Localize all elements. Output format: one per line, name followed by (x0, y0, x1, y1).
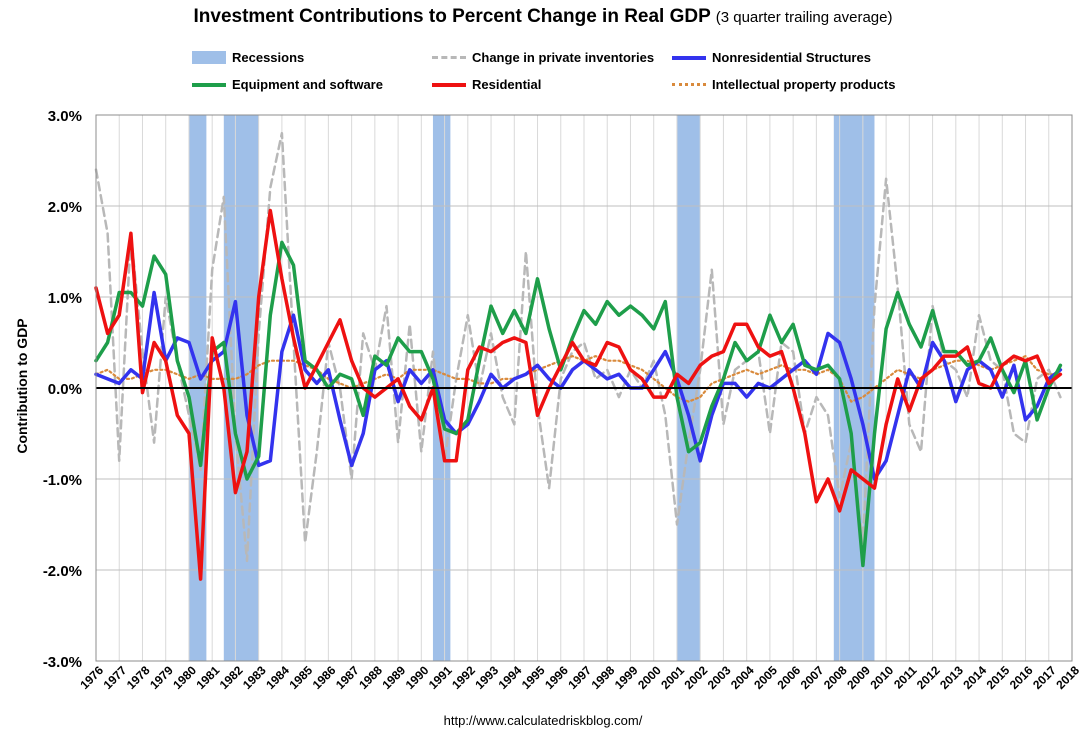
series-line-equipment-and-software (94, 240, 1063, 568)
x-tick-label: 1990 (403, 663, 432, 692)
plot-frame (95, 114, 1073, 662)
x-tick-label: 2002 (682, 663, 711, 692)
legend-swatch-recessions (192, 51, 226, 64)
legend-item-equipment: Equipment and software (192, 77, 383, 92)
legend-swatch-residential (432, 82, 466, 87)
x-tick-label: 1992 (449, 663, 478, 692)
legend-label-recessions: Recessions (232, 50, 305, 65)
legend-label-ip: Intellectual property products (712, 77, 896, 92)
x-tick-label: 1986 (310, 663, 339, 692)
x-tick-label: 1997 (565, 663, 594, 692)
legend-swatch-nonres (672, 55, 706, 60)
x-tick-label: 1983 (240, 663, 269, 692)
x-tick-label: 1982 (217, 663, 246, 692)
y-tick-label: -2.0% (43, 563, 82, 580)
plot-border (95, 114, 1073, 662)
x-tick-label: 2018 (1053, 663, 1082, 692)
legend-item-recessions: Recessions (192, 50, 304, 65)
x-tick-label: 1979 (147, 663, 176, 692)
y-tick-labels: -3.0% -2.0% -1.0% 0.0% 1.0% 2.0% 3.0% (43, 108, 82, 671)
y-tick-label: 1.0% (48, 290, 82, 307)
x-tick-label: 2011 (891, 663, 920, 692)
legend-swatch-equipment (192, 82, 226, 87)
chart-subtitle: (3 quarter trailing average) (715, 9, 893, 26)
x-tick-label: 1999 (612, 663, 641, 692)
x-tick-labels: 1976197719781979198019811982198319841985… (77, 663, 1082, 692)
series-line-intellectual-property-products (94, 355, 1062, 403)
x-tick-label: 2005 (751, 663, 780, 692)
x-tick-label: 1981 (194, 663, 223, 692)
x-tick-label: 2010 (867, 663, 896, 692)
x-tick-label: 2007 (798, 663, 827, 692)
series-line-residential (94, 208, 1063, 581)
x-tick-label: 2017 (1030, 663, 1059, 692)
legend-label-equipment: Equipment and software (232, 77, 383, 92)
chart-title: Investment Contributions to Percent Chan… (0, 6, 1086, 28)
y-tick-label: -1.0% (43, 472, 82, 489)
x-tick-label: 1977 (101, 663, 130, 692)
legend-label-residential: Residential (472, 77, 542, 92)
x-tick-label: 1991 (426, 663, 455, 692)
x-tick-label: 1988 (356, 663, 385, 692)
x-tick-label: 1978 (124, 663, 153, 692)
x-tick-label: 2008 (821, 663, 850, 692)
x-tick-label: 2013 (937, 663, 966, 692)
legend: Recessions Change in private inventories… (0, 0, 1086, 100)
x-tick-label: 2009 (844, 663, 873, 692)
y-tick-label: 0.0% (48, 381, 82, 398)
x-tick-label: 2012 (914, 663, 943, 692)
x-tick-label: 2006 (774, 663, 803, 692)
legend-item-inventories: Change in private inventories (432, 50, 654, 65)
x-tick-label: 2014 (960, 663, 989, 692)
legend-swatch-ip (672, 83, 706, 86)
x-tick-label: 2003 (705, 663, 734, 692)
series-line-change-in-private-inventories (94, 131, 1062, 563)
source-url: http://www.calculatedriskblog.com/ (443, 713, 643, 728)
legend-item-nonres: Nonresidential Structures (672, 50, 871, 65)
x-tick-label: 1996 (542, 663, 571, 692)
x-tick-label: 1984 (263, 663, 292, 692)
x-tick-label: 1989 (379, 663, 408, 692)
y-tick-label: 2.0% (48, 199, 82, 216)
x-tick-label: 1998 (589, 663, 618, 692)
x-tick-label: 1995 (519, 663, 548, 692)
x-tick-label: 2001 (658, 663, 687, 692)
x-tick-label: 1993 (472, 663, 501, 692)
x-tick-label: 2015 (984, 663, 1013, 692)
x-tick-label: 1987 (333, 663, 362, 692)
legend-item-residential: Residential (432, 77, 541, 92)
legend-label-nonres: Nonresidential Structures (712, 50, 871, 65)
legend-swatch-inventories (432, 56, 466, 59)
x-tick-label: 2004 (728, 663, 757, 692)
x-tick-label: 1994 (496, 663, 525, 692)
legend-item-ip: Intellectual property products (672, 77, 895, 92)
y-tick-label: -3.0% (43, 654, 82, 671)
y-tick-label: 3.0% (48, 108, 82, 125)
x-tick-label: 1980 (170, 663, 199, 692)
series-lines (94, 131, 1063, 581)
chart-title-main: Investment Contributions to Percent Chan… (193, 6, 711, 27)
x-tick-label: 2016 (1007, 663, 1036, 692)
legend-label-inventories: Change in private inventories (472, 50, 655, 65)
x-tick-label: 1985 (286, 663, 315, 692)
x-tick-label: 2000 (635, 663, 664, 692)
